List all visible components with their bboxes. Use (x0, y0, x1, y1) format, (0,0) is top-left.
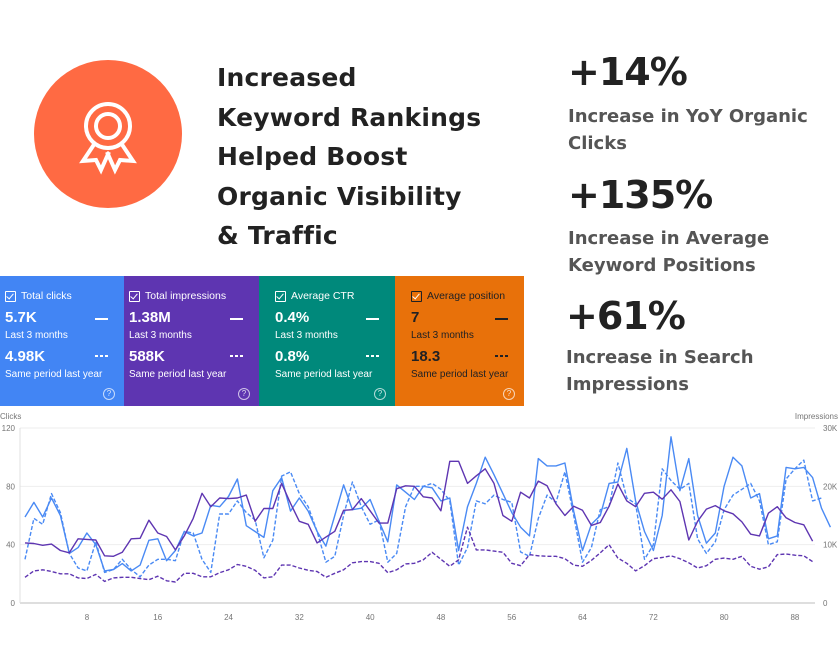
stat-desc: Clicks (568, 133, 627, 154)
right-tick-label: 20K (823, 482, 838, 491)
stat-value: +14% (568, 50, 688, 94)
previous-value: 0.8% (275, 348, 310, 365)
stat-organic-clicks: +14% Increase in YoY Organic Clicks (568, 50, 838, 157)
series-line-clicks-last-3-months (24, 436, 832, 572)
solid-line-legend-icon (95, 318, 108, 320)
metric-card-total-clicks[interactable]: Total clicks 5.7K Last 3 months 4.98K Sa… (0, 276, 124, 406)
current-label: Last 3 months (129, 330, 192, 341)
left-axis-label: Clicks (0, 412, 21, 421)
left-tick-label: 0 (11, 599, 16, 608)
metric-card-average-position[interactable]: Average position 7 Last 3 months 18.3 Sa… (395, 276, 524, 406)
headline-line: & Traffic (217, 221, 338, 250)
card-title[interactable]: Average CTR (275, 290, 354, 302)
previous-label: Same period last year (275, 369, 373, 380)
left-tick-label: 120 (2, 424, 16, 433)
previous-label: Same period last year (5, 369, 103, 380)
x-tick-label: 64 (578, 613, 587, 622)
stat-desc: Impressions (566, 374, 689, 395)
stat-value: +61% (566, 294, 686, 338)
x-tick-label: 48 (436, 613, 445, 622)
checkbox-checked-icon[interactable] (5, 290, 16, 302)
stat-keyword-positions: +135% Increase in Average Keyword Positi… (568, 173, 838, 279)
current-value: 7 (411, 309, 420, 326)
checkbox-checked-icon[interactable] (411, 290, 422, 302)
current-label: Last 3 months (411, 330, 474, 341)
solid-line-legend-icon (495, 318, 508, 320)
checkbox-checked-icon[interactable] (129, 290, 140, 302)
dashed-line-legend-icon (95, 355, 108, 357)
card-title[interactable]: Total impressions (129, 290, 226, 302)
x-tick-label: 40 (366, 613, 375, 622)
x-tick-label: 24 (224, 613, 233, 622)
stat-desc: Increase in Average (568, 228, 770, 249)
series-line-impressions-same-period-last-year (24, 526, 813, 583)
x-tick-label: 16 (153, 613, 162, 622)
help-icon[interactable]: ? (503, 388, 515, 400)
help-icon[interactable]: ? (374, 388, 386, 400)
card-title-label: Total impressions (145, 290, 227, 302)
right-axis-label: Impressions (795, 412, 838, 421)
headline-line: Helped Boost (217, 142, 408, 171)
headline: Increased Keyword Rankings Helped Boost … (217, 58, 547, 256)
stat-desc: Increase in Search (566, 347, 754, 368)
previous-label: Same period last year (129, 369, 227, 380)
current-label: Last 3 months (5, 330, 68, 341)
current-value: 0.4% (275, 309, 310, 326)
card-title-label: Total clicks (21, 290, 72, 302)
headline-line: Increased (217, 63, 357, 92)
stat-desc: Keyword Positions (568, 255, 756, 276)
headline-line: Keyword Rankings (217, 102, 482, 132)
series-line-clicks-same-period-last-year (24, 459, 822, 578)
previous-value: 4.98K (5, 348, 46, 365)
x-tick-label: 32 (295, 613, 304, 622)
x-tick-label: 72 (649, 613, 658, 622)
x-tick-label: 8 (85, 613, 90, 622)
previous-value: 18.3 (411, 348, 441, 365)
performance-chart: Clicks Impressions 0 40 80 120 0 10K 20K 30K 8 16… (0, 408, 838, 630)
stat-value: +135% (568, 173, 713, 217)
x-tick-label: 56 (507, 613, 516, 622)
metric-cards: Total clicks 5.7K Last 3 months 4.98K Sa… (0, 276, 524, 406)
dashed-line-legend-icon (495, 355, 508, 357)
current-value: 5.7K (5, 309, 37, 326)
series-line-impressions-last-3-months (24, 460, 814, 558)
current-label: Last 3 months (275, 330, 338, 341)
checkbox-checked-icon[interactable] (275, 290, 286, 302)
stat-desc: Increase in YoY Organic (568, 106, 808, 127)
right-tick-label: 10K (823, 541, 838, 550)
award-ribbon-icon (79, 102, 137, 175)
solid-line-legend-icon (230, 318, 243, 320)
card-title[interactable]: Total clicks (5, 290, 72, 302)
stat-search-impressions: +61% Increase in Search Impressions (566, 294, 836, 398)
help-icon[interactable]: ? (238, 388, 250, 400)
right-tick-label: 30K (823, 424, 838, 433)
headline-line: Organic Visibility (217, 181, 462, 211)
left-tick-label: 80 (6, 482, 15, 491)
previous-label: Same period last year (411, 369, 509, 380)
dashed-line-legend-icon (230, 355, 243, 357)
current-value: 1.38M (129, 309, 171, 326)
previous-value: 588K (129, 348, 165, 365)
right-tick-label: 0 (823, 599, 828, 608)
line-chart: Clicks Impressions 0 40 80 120 0 10K 20K 30K 8 16… (0, 412, 838, 622)
left-tick-label: 40 (6, 541, 15, 550)
dashed-line-legend-icon (366, 355, 379, 357)
card-title-label: Average CTR (291, 290, 355, 302)
award-badge (34, 60, 182, 208)
metric-card-average-ctr[interactable]: Average CTR 0.4% Last 3 months 0.8% Same… (259, 276, 395, 406)
metric-card-total-impressions[interactable]: Total impressions 1.38M Last 3 months 58… (124, 276, 259, 406)
x-tick-label: 80 (720, 613, 729, 622)
card-title[interactable]: Average position (411, 290, 505, 302)
solid-line-legend-icon (366, 318, 379, 320)
help-icon[interactable]: ? (103, 388, 115, 400)
card-title-label: Average position (427, 290, 506, 302)
x-tick-label: 88 (790, 613, 799, 622)
